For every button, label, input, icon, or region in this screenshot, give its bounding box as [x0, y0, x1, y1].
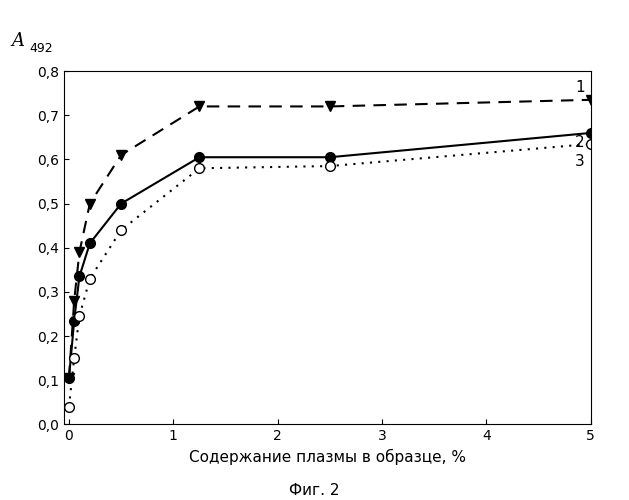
- Text: A: A: [11, 32, 24, 50]
- Text: Фиг. 2: Фиг. 2: [289, 483, 340, 498]
- Text: 2: 2: [575, 135, 585, 150]
- Text: 3: 3: [575, 154, 585, 168]
- Text: 492: 492: [30, 42, 53, 55]
- Text: 1: 1: [575, 80, 585, 96]
- X-axis label: Содержание плазмы в образце, %: Содержание плазмы в образце, %: [189, 449, 465, 465]
